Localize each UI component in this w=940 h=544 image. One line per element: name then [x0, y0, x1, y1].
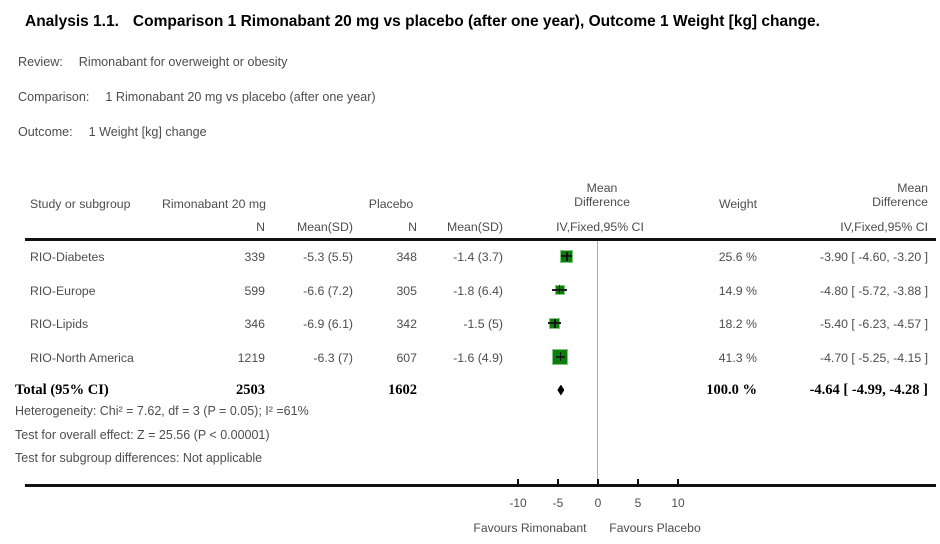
total-label: Total (95% CI)	[15, 382, 109, 398]
header-study: Study or subgroup	[30, 197, 131, 211]
outcome-value: 1 Weight [kg] change	[88, 125, 207, 139]
weight-value: 25.6 %	[718, 250, 757, 264]
comparison-value: 1 Rimonabant 20 mg vs placebo (after one…	[105, 90, 376, 104]
table-row: RIO-Diabetes 339 -5.3 (5.5) 348 -1.4 (3.…	[0, 241, 940, 275]
overall-effect-note: Test for overall effect: Z = 25.56 (P < …	[15, 427, 270, 442]
n-treatment: 1219	[237, 350, 265, 365]
n-control: 342	[396, 317, 417, 331]
header-treatment-group: Rimonabant 20 mg	[162, 197, 266, 211]
mean-sd-treatment: -6.9 (6.1)	[303, 317, 353, 331]
mean-sd-treatment: -6.3 (7)	[313, 350, 353, 365]
header-n-control: N	[408, 220, 417, 234]
study-name: RIO-Lipids	[30, 317, 89, 331]
total-n-control: 1602	[388, 382, 417, 398]
weight-value: 18.2 %	[718, 317, 757, 331]
n-treatment: 346	[244, 317, 265, 331]
axis-tick-label: 0	[594, 496, 602, 510]
header-mean-sd-control: Mean(SD)	[446, 220, 503, 234]
outcome-label: Outcome:	[18, 125, 73, 139]
axis-tick-label: -10	[509, 496, 527, 510]
header-n-treatment: N	[256, 220, 265, 234]
review-value: Rimonabant for overweight or obesity	[78, 55, 288, 69]
favours-left-label: Favours Rimonabant	[473, 521, 587, 535]
favours-right-label: Favours Placebo	[609, 521, 701, 535]
comparison-label: Comparison:	[18, 90, 90, 104]
study-name: RIO-North America	[30, 350, 134, 365]
header-mean-sd-treatment: Mean(SD)	[296, 220, 353, 234]
outcome-line: Outcome: 1 Weight [kg] change	[18, 125, 207, 139]
total-n-treatment: 2503	[236, 382, 265, 398]
header-mean-difference-plot: Mean Difference	[574, 181, 630, 209]
table-row: RIO-Europe 599 -6.6 (7.2) 305 -1.8 (6.4)…	[0, 275, 940, 309]
n-treatment: 599	[244, 283, 265, 298]
md-ci-value: -4.70 [ -5.25, -4.15 ]	[819, 350, 928, 365]
n-control: 348	[396, 250, 417, 264]
subgroup-differences-note: Test for subgroup differences: Not appli…	[15, 451, 263, 465]
x-axis-line	[25, 484, 936, 487]
md-ci-value: -3.90 [ -4.60, -3.20 ]	[819, 250, 928, 264]
review-label: Review:	[18, 55, 63, 69]
md-ci-value: -4.80 [ -5.72, -3.88 ]	[819, 283, 928, 298]
comparison-line: Comparison: 1 Rimonabant 20 mg vs placebo…	[18, 90, 376, 104]
zero-effect-line	[597, 241, 598, 484]
mean-sd-control: -1.5 (5)	[463, 317, 503, 331]
weight-value: 14.9 %	[718, 283, 757, 298]
axis-tick-label: 5	[634, 496, 642, 510]
mean-sd-control: -1.4 (3.7)	[453, 250, 503, 264]
analysis-title-text: Comparison 1 Rimonabant 20 mg vs placebo…	[132, 13, 820, 30]
study-name: RIO-Diabetes	[30, 250, 105, 264]
total-weight: 100.0 %	[706, 382, 757, 398]
analysis-title: Analysis 1.1. Comparison 1 Rimonabant 20 …	[25, 13, 820, 31]
total-md-ci: -4.64 [ -4.99, -4.28 ]	[809, 382, 928, 398]
header-control-group: Placebo	[368, 197, 414, 211]
header-mean-difference-right: Mean Difference	[872, 181, 928, 209]
analysis-title-prefix: Analysis 1.1.	[25, 13, 119, 30]
review-line: Review: Rimonabant for overweight or obes…	[18, 55, 287, 69]
weight-value: 41.3 %	[718, 350, 757, 365]
header-ci-method-plot: IV,Fixed,95% CI	[556, 220, 644, 234]
header-weight: Weight	[718, 197, 757, 211]
mean-sd-treatment: -5.3 (5.5)	[303, 250, 353, 264]
header-ci-method-right: IV,Fixed,95% CI	[840, 220, 928, 234]
heterogeneity-note: Heterogeneity: Chi² = 7.62, df = 3 (P = …	[15, 404, 309, 418]
n-treatment: 339	[244, 250, 265, 264]
mean-sd-control: -1.6 (4.9)	[453, 350, 503, 365]
mean-sd-treatment: -6.6 (7.2)	[303, 283, 353, 298]
table-row: RIO-North America 1219 -6.3 (7) 607 -1.6…	[0, 342, 940, 376]
total-row: Total (95% CI) 2503 1602 100.0 % -4.64 […	[0, 375, 940, 405]
study-name: RIO-Europe	[30, 283, 96, 298]
md-ci-value: -5.40 [ -6.23, -4.57 ]	[819, 317, 928, 331]
n-control: 305	[396, 283, 417, 298]
mean-sd-control: -1.8 (6.4)	[453, 283, 503, 298]
header-divider-line	[25, 238, 936, 241]
table-row: RIO-Lipids 346 -6.9 (6.1) 342 -1.5 (5) 1…	[0, 308, 940, 342]
n-control: 607	[396, 350, 417, 365]
axis-tick-label: -5	[552, 496, 564, 510]
axis-tick-label: 10	[671, 496, 685, 510]
